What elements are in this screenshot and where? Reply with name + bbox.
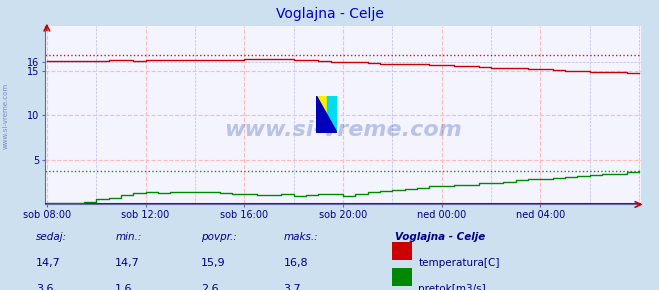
Text: 1,6: 1,6 <box>115 284 133 290</box>
Text: 15,9: 15,9 <box>201 258 225 268</box>
Text: 3,6: 3,6 <box>36 284 54 290</box>
Bar <box>316 96 327 133</box>
Text: 16,8: 16,8 <box>283 258 308 268</box>
Text: pretok[m3/s]: pretok[m3/s] <box>418 284 486 290</box>
Text: maks.:: maks.: <box>283 232 318 242</box>
Bar <box>327 96 337 133</box>
Text: www.si-vreme.com: www.si-vreme.com <box>2 83 9 149</box>
Text: 14,7: 14,7 <box>36 258 61 268</box>
Text: Voglajna - Celje: Voglajna - Celje <box>275 7 384 21</box>
Text: www.si-vreme.com: www.si-vreme.com <box>224 119 462 139</box>
Text: 14,7: 14,7 <box>115 258 140 268</box>
Text: 2,6: 2,6 <box>201 284 219 290</box>
Text: 3,7: 3,7 <box>283 284 301 290</box>
Polygon shape <box>316 96 337 133</box>
Text: sedaj:: sedaj: <box>36 232 67 242</box>
Text: temperatura[C]: temperatura[C] <box>418 258 500 268</box>
Text: min.:: min.: <box>115 232 142 242</box>
Text: Voglajna - Celje: Voglajna - Celje <box>395 232 486 242</box>
Text: povpr.:: povpr.: <box>201 232 237 242</box>
